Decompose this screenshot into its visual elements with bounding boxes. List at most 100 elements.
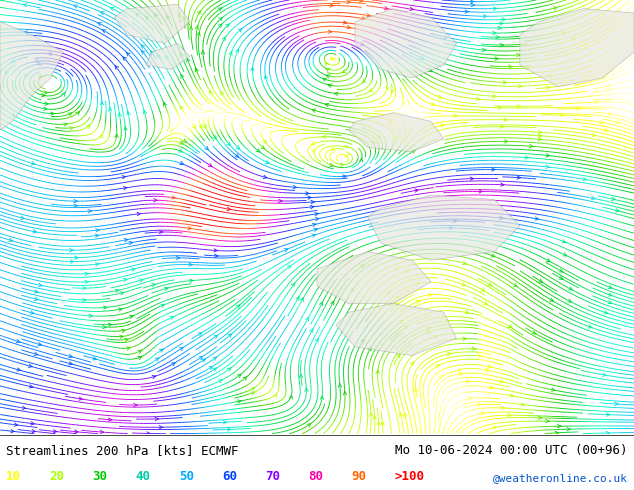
FancyArrowPatch shape — [181, 74, 184, 78]
FancyArrowPatch shape — [414, 388, 418, 392]
FancyArrowPatch shape — [115, 289, 119, 293]
FancyArrowPatch shape — [395, 268, 399, 271]
FancyArrowPatch shape — [426, 331, 430, 334]
FancyArrowPatch shape — [165, 36, 169, 40]
FancyArrowPatch shape — [588, 325, 592, 328]
FancyArrowPatch shape — [189, 263, 192, 266]
FancyArrowPatch shape — [218, 8, 222, 11]
FancyArrowPatch shape — [448, 352, 451, 356]
FancyArrowPatch shape — [238, 400, 241, 403]
FancyArrowPatch shape — [492, 168, 495, 171]
FancyArrowPatch shape — [572, 38, 576, 41]
FancyArrowPatch shape — [605, 73, 609, 75]
FancyArrowPatch shape — [70, 260, 74, 263]
FancyArrowPatch shape — [51, 112, 54, 115]
FancyArrowPatch shape — [478, 354, 481, 357]
FancyArrowPatch shape — [75, 256, 78, 259]
FancyArrowPatch shape — [563, 253, 567, 256]
FancyArrowPatch shape — [583, 177, 586, 181]
FancyArrowPatch shape — [124, 339, 128, 342]
FancyArrowPatch shape — [170, 317, 174, 319]
FancyArrowPatch shape — [29, 364, 32, 368]
FancyArrowPatch shape — [546, 165, 549, 169]
FancyArrowPatch shape — [22, 406, 26, 410]
FancyArrowPatch shape — [152, 284, 155, 287]
FancyArrowPatch shape — [213, 357, 217, 360]
FancyArrowPatch shape — [328, 84, 332, 87]
FancyArrowPatch shape — [604, 311, 607, 314]
FancyArrowPatch shape — [538, 138, 541, 141]
FancyArrowPatch shape — [470, 177, 474, 180]
FancyArrowPatch shape — [462, 283, 465, 286]
FancyArrowPatch shape — [307, 423, 311, 427]
FancyArrowPatch shape — [313, 223, 316, 226]
FancyArrowPatch shape — [171, 363, 175, 366]
FancyArrowPatch shape — [103, 325, 106, 329]
FancyArrowPatch shape — [465, 10, 469, 13]
FancyArrowPatch shape — [592, 133, 596, 137]
FancyArrowPatch shape — [120, 292, 124, 295]
FancyArrowPatch shape — [395, 136, 398, 140]
FancyArrowPatch shape — [141, 45, 145, 49]
FancyArrowPatch shape — [31, 162, 35, 165]
FancyArrowPatch shape — [70, 248, 73, 252]
FancyArrowPatch shape — [178, 14, 181, 18]
FancyArrowPatch shape — [500, 22, 503, 25]
FancyArrowPatch shape — [209, 367, 212, 369]
FancyArrowPatch shape — [615, 402, 618, 406]
FancyArrowPatch shape — [159, 426, 162, 429]
FancyArrowPatch shape — [53, 430, 57, 433]
FancyArrowPatch shape — [501, 406, 504, 410]
FancyArrowPatch shape — [296, 297, 299, 300]
FancyArrowPatch shape — [439, 376, 443, 379]
FancyArrowPatch shape — [538, 134, 541, 137]
FancyArrowPatch shape — [210, 91, 213, 94]
FancyArrowPatch shape — [351, 288, 354, 292]
FancyArrowPatch shape — [552, 388, 555, 392]
FancyArrowPatch shape — [228, 368, 231, 371]
FancyArrowPatch shape — [123, 278, 127, 282]
FancyArrowPatch shape — [416, 300, 420, 303]
FancyArrowPatch shape — [82, 287, 86, 290]
FancyArrowPatch shape — [453, 114, 457, 118]
FancyArrowPatch shape — [559, 269, 563, 272]
FancyArrowPatch shape — [485, 368, 489, 371]
FancyArrowPatch shape — [164, 287, 168, 291]
FancyArrowPatch shape — [342, 175, 346, 178]
FancyArrowPatch shape — [323, 135, 326, 138]
FancyArrowPatch shape — [521, 403, 524, 406]
FancyArrowPatch shape — [305, 388, 308, 392]
FancyArrowPatch shape — [488, 283, 491, 286]
FancyArrowPatch shape — [150, 51, 154, 54]
FancyArrowPatch shape — [328, 30, 332, 33]
FancyArrowPatch shape — [120, 335, 123, 339]
FancyArrowPatch shape — [493, 95, 496, 98]
FancyArrowPatch shape — [339, 384, 342, 387]
FancyArrowPatch shape — [332, 147, 335, 150]
FancyArrowPatch shape — [606, 431, 609, 435]
FancyArrowPatch shape — [243, 377, 247, 380]
FancyArrowPatch shape — [567, 299, 571, 302]
FancyArrowPatch shape — [538, 130, 541, 134]
FancyArrowPatch shape — [312, 142, 315, 145]
FancyArrowPatch shape — [100, 430, 103, 434]
FancyArrowPatch shape — [179, 141, 183, 144]
FancyArrowPatch shape — [518, 85, 521, 88]
FancyArrowPatch shape — [119, 308, 122, 311]
FancyArrowPatch shape — [85, 280, 88, 284]
FancyArrowPatch shape — [68, 113, 72, 116]
FancyArrowPatch shape — [103, 306, 107, 309]
FancyArrowPatch shape — [310, 329, 313, 333]
FancyArrowPatch shape — [124, 127, 127, 130]
FancyArrowPatch shape — [344, 392, 347, 395]
FancyArrowPatch shape — [608, 112, 612, 115]
FancyArrowPatch shape — [403, 112, 406, 115]
FancyArrowPatch shape — [463, 337, 466, 341]
FancyArrowPatch shape — [332, 58, 336, 61]
FancyArrowPatch shape — [256, 148, 260, 152]
FancyArrowPatch shape — [616, 209, 619, 212]
FancyArrowPatch shape — [343, 21, 347, 24]
FancyArrowPatch shape — [560, 113, 563, 117]
FancyArrowPatch shape — [86, 125, 90, 128]
FancyArrowPatch shape — [238, 29, 242, 32]
